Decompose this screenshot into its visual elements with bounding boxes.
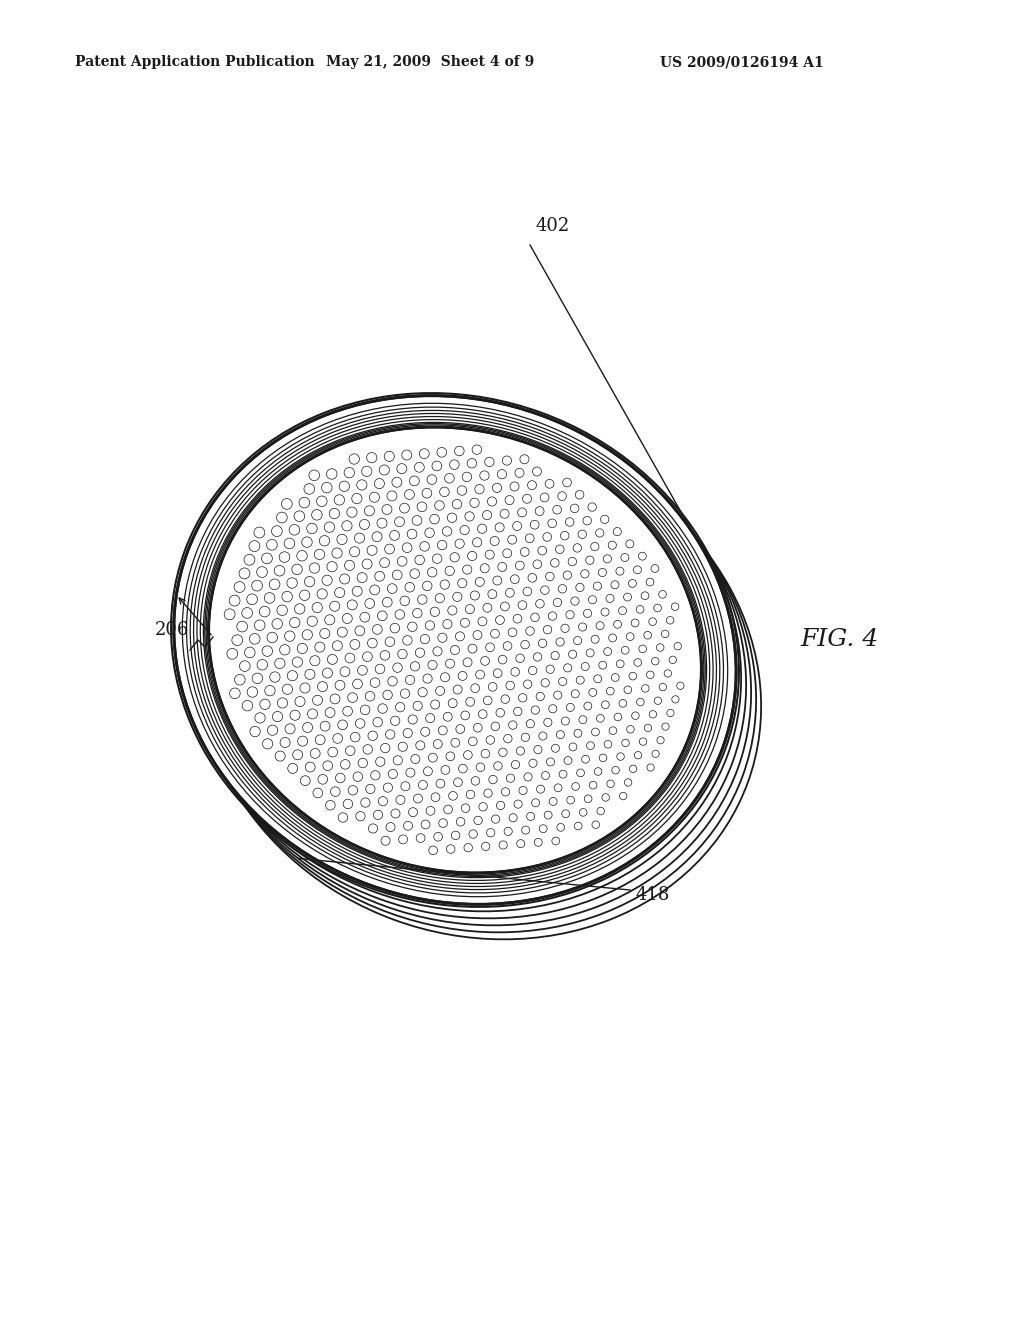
Text: Patent Application Publication: Patent Application Publication xyxy=(75,55,314,69)
Ellipse shape xyxy=(199,430,761,940)
Ellipse shape xyxy=(174,396,736,904)
Text: US 2009/0126194 A1: US 2009/0126194 A1 xyxy=(660,55,823,69)
Text: FIG. 4: FIG. 4 xyxy=(800,628,879,652)
Text: May 21, 2009  Sheet 4 of 9: May 21, 2009 Sheet 4 of 9 xyxy=(326,55,535,69)
Text: 402: 402 xyxy=(535,216,569,235)
Text: 206: 206 xyxy=(155,620,189,639)
Text: 418: 418 xyxy=(635,886,670,904)
Ellipse shape xyxy=(209,428,701,873)
